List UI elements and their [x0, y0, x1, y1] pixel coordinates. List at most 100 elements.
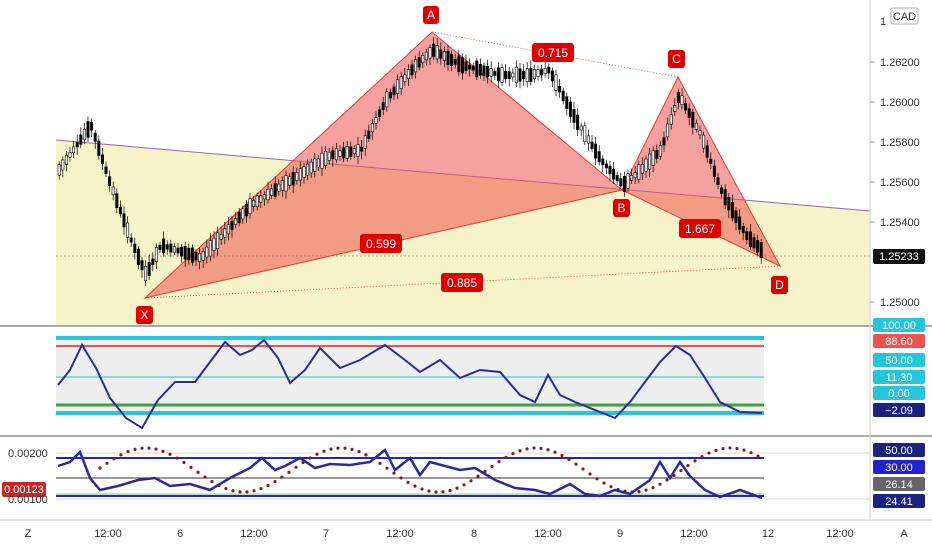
candle — [280, 176, 284, 197]
sar-dot — [154, 447, 158, 451]
candle — [468, 58, 472, 77]
sar-dot — [532, 446, 536, 450]
price-tick: 1.25000 — [880, 297, 920, 309]
sar-dot — [504, 455, 508, 459]
indicator1-badge: 11.30 — [873, 370, 925, 384]
candle — [262, 191, 266, 206]
candle — [414, 55, 418, 79]
auto-scale-button[interactable]: A — [900, 528, 908, 540]
sar-dot — [560, 453, 564, 458]
candle — [723, 184, 727, 209]
candle — [734, 207, 738, 231]
sar-dot — [224, 486, 228, 491]
candle — [644, 155, 648, 179]
candle — [165, 240, 169, 255]
sar-dot — [511, 452, 515, 456]
main-pane[interactable]: X A B C D 0.599 0.715 1.667 — [55, 6, 871, 325]
sar-dot — [308, 456, 312, 460]
sar-dot — [637, 489, 641, 494]
candle — [626, 169, 630, 192]
candle — [669, 107, 673, 130]
sar-dot — [448, 488, 452, 493]
time-tick: 7 — [323, 528, 329, 540]
currency-button[interactable] — [890, 7, 919, 25]
sar-dot — [392, 471, 396, 475]
candle — [572, 101, 576, 130]
time-tick: 12:00 — [680, 528, 708, 540]
candle — [252, 195, 256, 212]
time-tick: 8 — [471, 528, 477, 540]
candle — [360, 139, 364, 160]
sar-dot — [133, 447, 137, 451]
candle — [313, 153, 317, 178]
candle — [115, 188, 119, 213]
price-tick: 1.26200 — [880, 57, 920, 69]
candle — [651, 146, 655, 173]
sar-dot — [714, 448, 718, 452]
candle — [554, 69, 558, 96]
currency-label: CAD — [893, 11, 916, 23]
candle — [223, 221, 227, 245]
time-axis[interactable]: 12:00 6 12:00 7 12:00 8 12:00 9 12:00 12 12:00 Z A — [25, 528, 909, 540]
svg-text:0.599: 0.599 — [366, 237, 396, 251]
svg-text:30.00: 30.00 — [885, 462, 913, 474]
svg-text:−2.09: −2.09 — [885, 405, 913, 417]
ratio-ac: 0.715 — [532, 43, 574, 62]
time-tick: 12:00 — [386, 528, 414, 540]
candle — [579, 122, 583, 137]
candle — [266, 181, 270, 204]
sar-dot — [469, 479, 473, 483]
candle — [208, 233, 212, 262]
candle — [615, 171, 619, 185]
candle — [568, 97, 572, 123]
sar-dot — [112, 457, 116, 461]
candle — [187, 243, 191, 265]
candle — [442, 46, 446, 68]
candle — [288, 173, 292, 190]
candle — [673, 98, 677, 117]
sar-dot — [588, 472, 592, 476]
time-axis-left-button[interactable]: Z — [25, 528, 32, 540]
sar-dot — [567, 457, 571, 462]
sar-dot — [742, 448, 746, 452]
svg-text:26.14: 26.14 — [885, 479, 913, 491]
sar-dot — [378, 461, 382, 465]
sar-dot — [427, 489, 431, 493]
candle — [525, 62, 529, 88]
candle — [151, 252, 155, 272]
candle — [705, 140, 709, 163]
candle — [234, 212, 238, 229]
candle — [316, 155, 320, 172]
candle — [90, 118, 94, 138]
indicator2-badge: 26.14 — [873, 477, 925, 491]
sar-dot — [434, 490, 438, 494]
indicator1-pane[interactable] — [56, 336, 764, 430]
time-tick: 12:00 — [94, 528, 122, 540]
candle — [576, 108, 580, 137]
price-scale[interactable]: 1.26200 1.26000 1.25800 1.25600 1.25400 1.250… — [869, 0, 925, 520]
sar-dot — [546, 448, 550, 452]
candle — [486, 59, 490, 84]
candle — [399, 71, 403, 96]
candle — [586, 129, 590, 151]
sar-dot — [539, 446, 543, 450]
sar-dot — [273, 479, 277, 484]
candle — [514, 60, 518, 87]
svg-text:0.885: 0.885 — [447, 276, 477, 290]
sar-dot — [203, 475, 207, 479]
candle — [270, 183, 274, 199]
candle — [475, 57, 479, 81]
candle — [608, 160, 612, 182]
candle — [342, 141, 346, 163]
candle — [244, 199, 248, 223]
svg-text:D: D — [775, 278, 784, 292]
candle — [320, 146, 324, 176]
sar-dot — [658, 482, 662, 486]
candle — [536, 65, 540, 81]
candle — [522, 64, 526, 86]
candle — [655, 144, 659, 164]
indicator2-pane[interactable] — [56, 446, 870, 500]
candle — [306, 159, 310, 181]
candle — [756, 234, 760, 257]
